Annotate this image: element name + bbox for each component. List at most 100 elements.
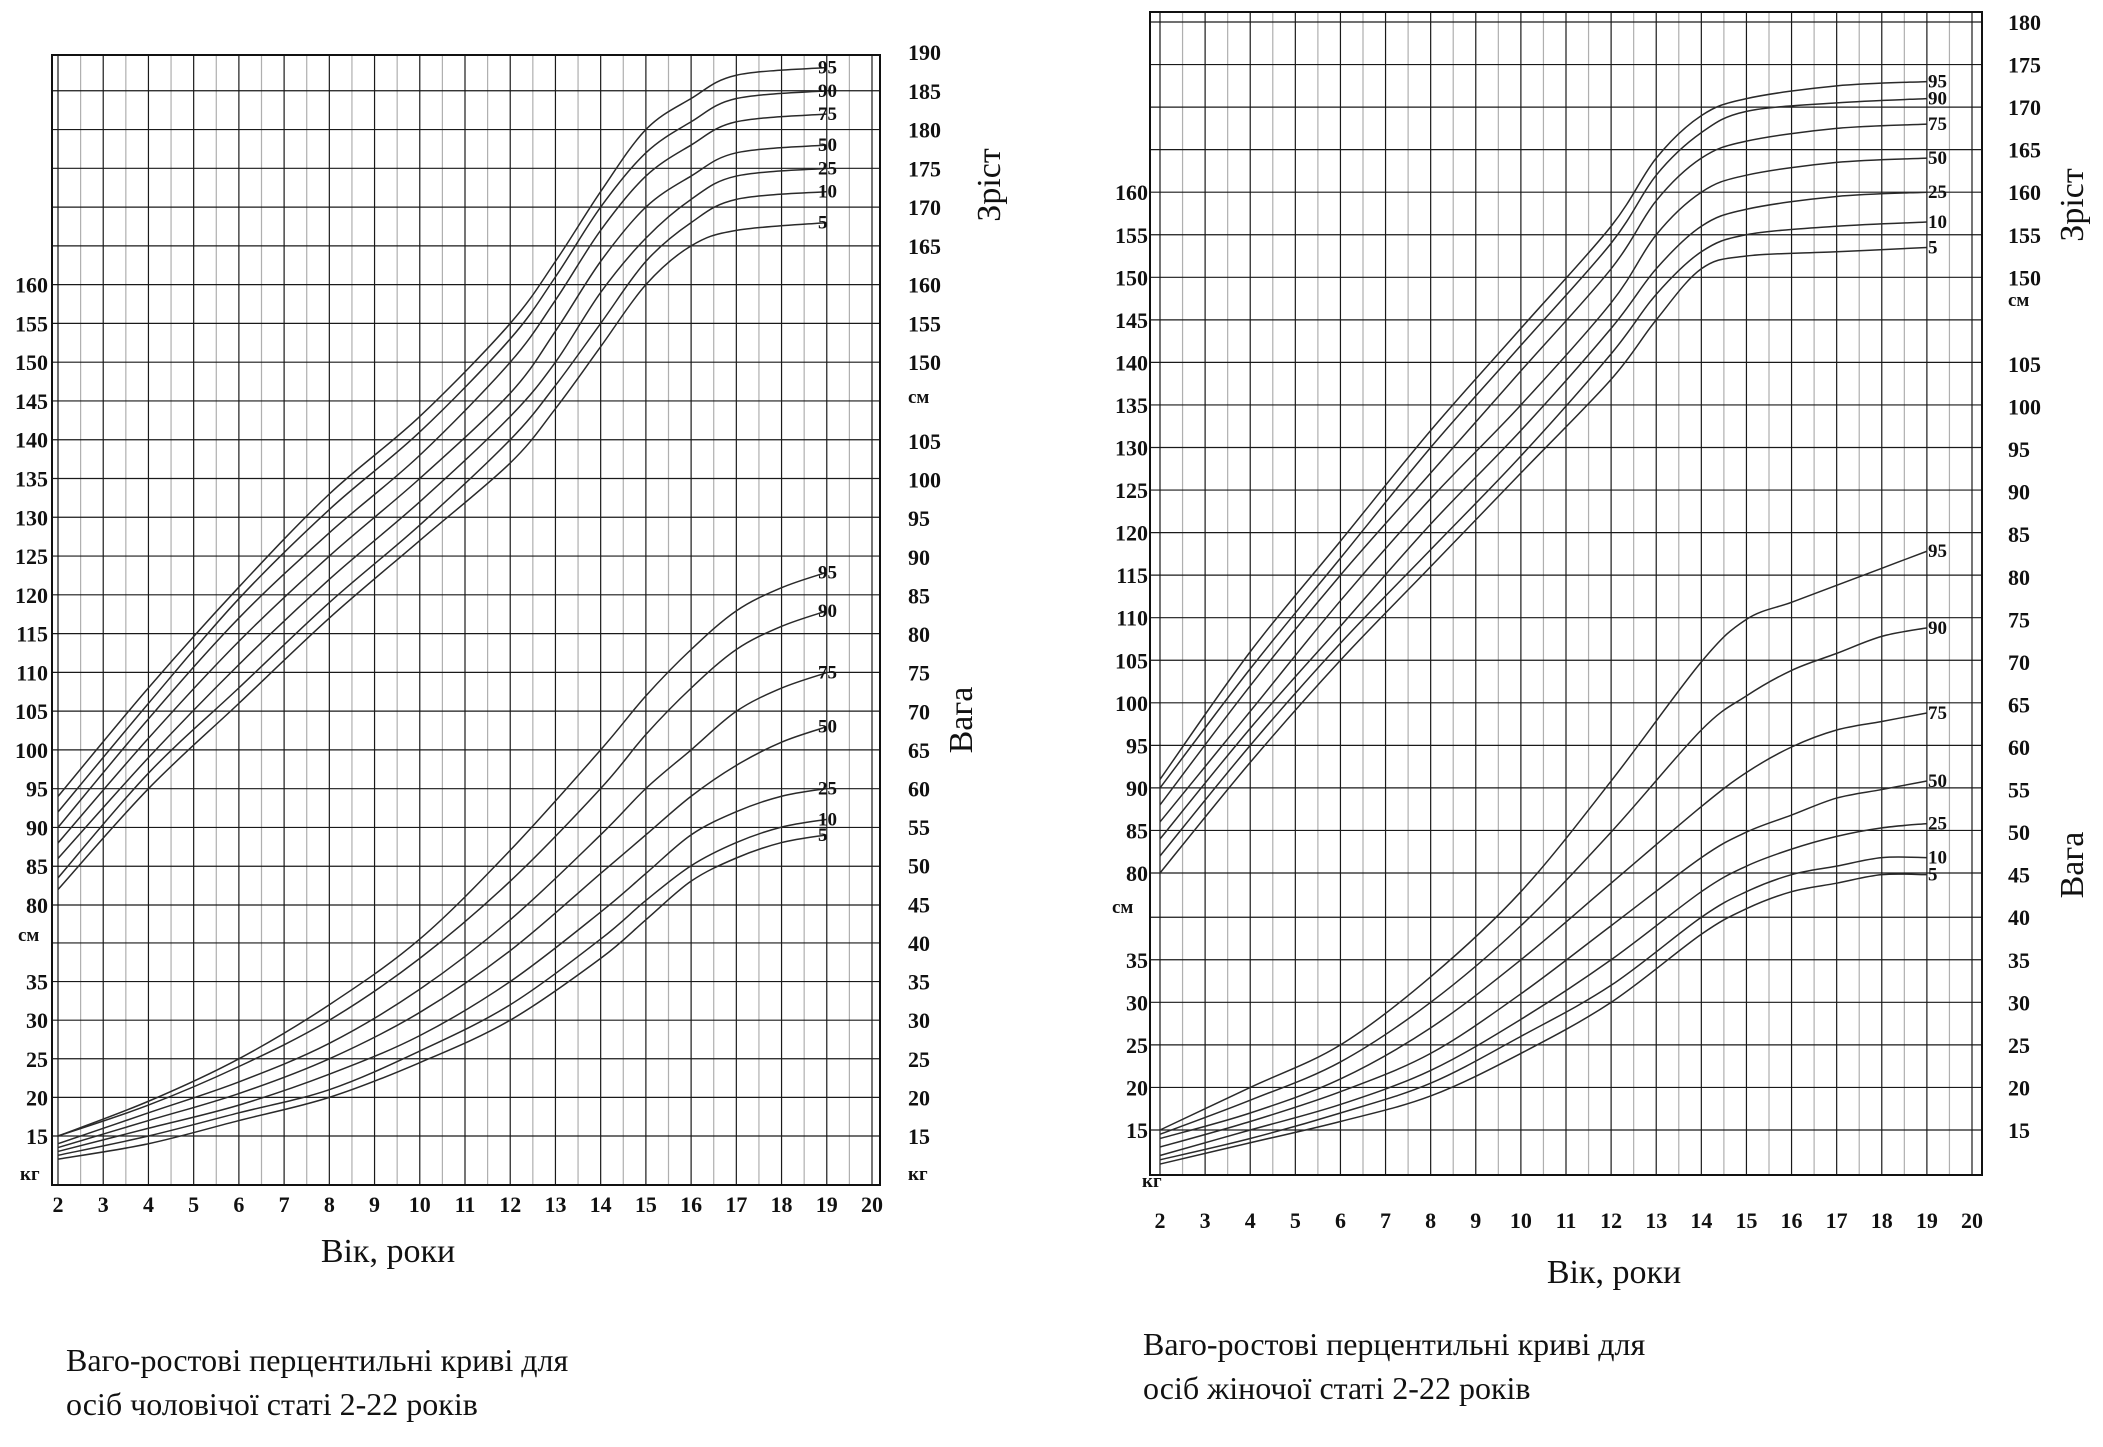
height-axis-title: Зріст: [971, 148, 1008, 222]
weight-percentile-label: 95: [1928, 541, 1947, 562]
height-percentile-label: 50: [1928, 148, 1947, 169]
weight-percentile-curve-5: [57, 834, 827, 1160]
weight-tick-label-right: 85: [908, 583, 930, 608]
height-percentile-curve-75: [1159, 123, 1927, 806]
weight-tick-label-right: 40: [2008, 905, 2030, 930]
x-tick-label: 20: [861, 1192, 883, 1217]
height-tick-label-left: 95: [1126, 733, 1148, 758]
weight-percentile-curve-50: [1159, 780, 1928, 1148]
height-tick-label-left: 105: [15, 699, 48, 724]
height-percentile-label: 75: [818, 104, 837, 125]
weight-tick-label-right: 100: [2008, 395, 2041, 420]
weight-percentile-label: 25: [818, 779, 837, 800]
x-tick-label: 4: [1245, 1208, 1256, 1233]
grid: [51, 54, 881, 1186]
height-percentile-curve-95: [57, 66, 827, 797]
weight-tick-label-right: 20: [2008, 1075, 2030, 1100]
height-tick-label-left: 90: [1126, 776, 1148, 801]
female-growth-chart: 2 3 4 5 6 7 8 9 10 11 12 13 14 15 16 17 18 19 208085909510…: [1112, 10, 2091, 1291]
height-tick-label-left: 160: [15, 273, 48, 298]
height-tick-label-left: 155: [15, 311, 48, 336]
x-tick-label: 9: [1470, 1208, 1481, 1233]
height-percentile-curve-25: [57, 167, 827, 859]
height-tick-label-left: 115: [1116, 563, 1148, 588]
weight-tick-label-left: 35: [1126, 948, 1148, 973]
height-tick-label-right: 175: [908, 156, 941, 181]
height-tick-label-left: 125: [1115, 478, 1148, 503]
female-caption-line-2: осіб жіночої статі 2-22 років: [1143, 1370, 1531, 1406]
weight-percentile-curve-75: [1159, 712, 1928, 1140]
weight-tick-label-left: 35: [26, 970, 48, 995]
height-tick-label-left: 120: [1115, 521, 1148, 546]
height-tick-label-left: 110: [16, 660, 48, 685]
height-percentile-label: 90: [818, 81, 837, 102]
weight-tick-label-right: 50: [2008, 820, 2030, 845]
weight-percentile-curve-25: [1159, 822, 1927, 1157]
weight-tick-label-right: 60: [2008, 735, 2030, 760]
height-tick-label-left: 135: [1115, 393, 1148, 418]
height-tick-label-left: 150: [15, 350, 48, 375]
x-tick-label: 17: [1826, 1208, 1848, 1233]
height-tick-label-right: 160: [908, 273, 941, 298]
weight-axis-title: Вага: [943, 687, 980, 754]
weight-percentile-label: 10: [1928, 848, 1947, 869]
x-tick-label: 18: [771, 1192, 793, 1217]
height-tick-label-left: 120: [15, 583, 48, 608]
weight-percentile-label: 5: [818, 825, 828, 846]
height-tick-label-left: 85: [26, 854, 48, 879]
weight-tick-label-right: 70: [2008, 650, 2030, 675]
height-percentile-label: 25: [1928, 182, 1947, 203]
height-tick-label-right: 155: [2008, 223, 2041, 248]
height-tick-label-left: 125: [15, 544, 48, 569]
weight-percentile-curve-10: [57, 818, 827, 1157]
weight-tick-label-right: 60: [908, 777, 930, 802]
weight-tick-label-right: 80: [2008, 565, 2030, 590]
x-tick-label: 14: [590, 1192, 612, 1217]
x-tick-label: 19: [816, 1192, 838, 1217]
weight-tick-label-right: 90: [2008, 480, 2030, 505]
weight-tick-label-right: 90: [908, 545, 930, 570]
cm-unit-label-left: см: [18, 925, 39, 946]
height-tick-label-left: 140: [1115, 350, 1148, 375]
weight-percentile-curve-95: [57, 571, 828, 1137]
weight-percentile-label: 5: [1928, 865, 1938, 886]
weight-tick-label-left: 25: [1126, 1033, 1148, 1058]
weight-tick-label-right: 30: [2008, 990, 2030, 1015]
weight-tick-label-left: 30: [26, 1008, 48, 1033]
x-tick-label: 13: [544, 1192, 566, 1217]
height-tick-label-right: 155: [908, 311, 941, 336]
height-tick-label-right: 170: [908, 195, 941, 220]
weight-tick-label-right: 45: [908, 892, 930, 917]
x-tick-label: 3: [1200, 1208, 1211, 1233]
height-tick-label-left: 80: [26, 893, 48, 918]
weight-percentile-curve-50: [57, 726, 828, 1149]
height-tick-label-left: 85: [1126, 818, 1148, 843]
x-tick-label: 14: [1690, 1208, 1712, 1233]
x-tick-label: 15: [1735, 1208, 1757, 1233]
height-tick-label-left: 145: [1115, 308, 1148, 333]
x-tick-label: 10: [1510, 1208, 1532, 1233]
x-tick-label: 7: [1380, 1208, 1391, 1233]
weight-tick-label-right: 95: [908, 506, 930, 531]
weight-percentile-curve-95: [1159, 550, 1928, 1131]
age-axis-title: Вік, роки: [1547, 1254, 1681, 1291]
x-tick-label: 15: [635, 1192, 657, 1217]
height-percentile-curve-5: [57, 221, 827, 890]
height-tick-label-right: 175: [2008, 53, 2041, 78]
weight-tick-label-right: 75: [908, 661, 930, 686]
height-percentile-label: 5: [818, 213, 828, 234]
height-tick-label-left: 90: [26, 815, 48, 840]
kg-unit-label-left: кг: [1142, 1171, 1162, 1192]
height-tick-label-left: 130: [1115, 436, 1148, 461]
x-tick-label: 8: [1425, 1208, 1436, 1233]
cm-unit-label-right: см: [908, 387, 929, 408]
height-tick-label-right: 170: [2008, 95, 2041, 120]
height-tick-label-left: 145: [15, 389, 48, 414]
weight-tick-label-right: 80: [908, 622, 930, 647]
height-tick-label-left: 140: [15, 428, 48, 453]
weight-tick-label-right: 30: [908, 1008, 930, 1033]
height-percentile-curve-25: [1159, 191, 1927, 840]
x-tick-label: 11: [455, 1192, 476, 1217]
x-tick-label: 12: [499, 1192, 521, 1217]
height-tick-label-right: 150: [2008, 265, 2041, 290]
